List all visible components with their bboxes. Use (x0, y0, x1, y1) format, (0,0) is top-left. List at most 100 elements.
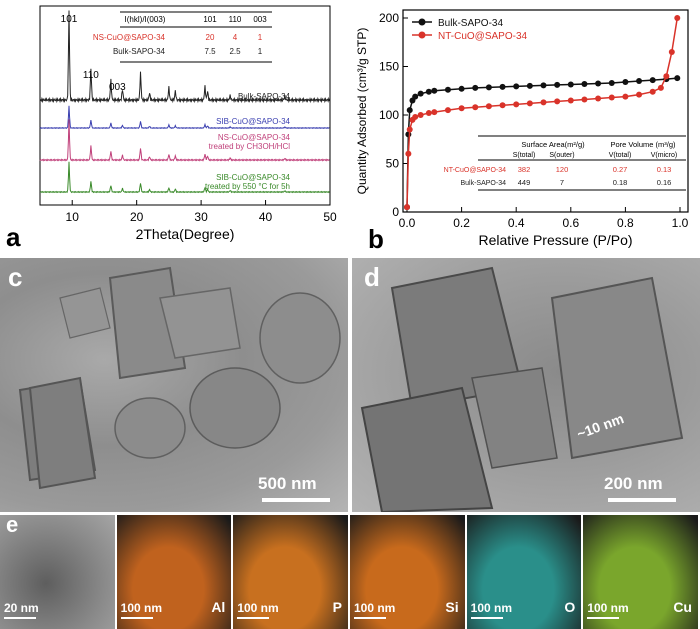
xrd-x-tick-label: 50 (323, 210, 337, 224)
isotherm-point (405, 150, 412, 157)
isotherm-table-cell: 7 (560, 178, 564, 187)
isotherm-y-tick-label: 0 (392, 205, 399, 219)
isotherm-table-cell: 0.13 (657, 165, 672, 174)
eds-map-scale-label: 100 nm (237, 601, 279, 615)
eds-map-scale-bar (470, 617, 503, 619)
isotherm-point (636, 78, 643, 85)
isotherm-point (406, 126, 413, 133)
isotherm-y-axis-label: Quantity Adsorbed (cm³/g STP) (355, 28, 369, 195)
isotherm-point (425, 110, 432, 117)
isotherm-point (540, 82, 547, 89)
isotherm-point (649, 77, 656, 84)
panel-label-d: d (364, 262, 380, 292)
eds-map-element-label: P (332, 599, 342, 615)
isotherm-point (636, 91, 643, 98)
isotherm-point (567, 81, 574, 88)
isotherm-legend-marker (418, 18, 426, 26)
xrd-table-cell: 1 (258, 33, 263, 42)
isotherm-table-header: S(outer) (549, 152, 574, 159)
isotherm-point (668, 48, 675, 55)
eds-map-scale-bar (237, 617, 270, 619)
isotherm-point (417, 90, 424, 97)
xrd-x-tick-label: 20 (130, 210, 144, 224)
xrd-table-header: 101 (203, 15, 217, 24)
eds-map-scale-bar (587, 617, 620, 619)
eds-map-scale-bar (120, 617, 153, 619)
xrd-table-cell: 1 (258, 47, 263, 56)
xrd-series-label: SIB-CuO@SAPO-34 (216, 173, 290, 182)
eds-map-scale-label: 20 nm (4, 601, 39, 615)
isotherm-point (595, 95, 602, 102)
isotherm-point (608, 94, 615, 101)
xrd-table-cell: 20 (206, 33, 215, 42)
xrd-panel: 10 20 30 40 50 2Theta(Degree) Bulk-SAPO-34 SIB-… (0, 0, 343, 250)
xrd-series-sublabel: treated by 550 °C for 5h (205, 182, 290, 191)
panel-label-e: e (6, 512, 19, 537)
isotherm-point (581, 96, 588, 103)
isotherm-point (595, 80, 602, 87)
isotherm-point (674, 15, 681, 21)
isotherm-table-cell: 382 (518, 165, 531, 174)
xrd-table-cell: 4 (233, 33, 238, 42)
tem-image-c: c 500 nm (0, 258, 348, 512)
eds-map-al: 100 nm Al (116, 515, 232, 629)
isotherm-point (540, 99, 547, 106)
eds-map-element-label: O (564, 599, 576, 615)
xrd-series-label: SIB-CuO@SAPO-34 (216, 117, 290, 126)
isotherm-table-group-header: Pore Volume (m³/g) (610, 140, 676, 149)
isotherm-point (513, 101, 520, 108)
xrd-table-row-name: NS-CuO@SAPO-34 (93, 33, 166, 42)
isotherm-point (458, 105, 465, 112)
isotherm-point (649, 88, 656, 95)
isotherm-table-cell: 120 (556, 165, 569, 174)
isotherm-legend-label: NT-CuO@SAPO-34 (438, 31, 528, 42)
xrd-table-header: 003 (253, 15, 267, 24)
eds-map-cu: 100 nm Cu (583, 515, 698, 629)
tem-image-d: d ~10 nm 200 nm (352, 258, 700, 512)
isotherm-point (526, 100, 533, 107)
isotherm-point (499, 83, 506, 90)
xrd-table-header: I(hkl)/I(003) (125, 15, 166, 24)
isotherm-y-tick-label: 50 (386, 157, 400, 171)
isotherm-x-tick-label: 0.2 (453, 216, 470, 230)
isotherm-legend-label: Bulk-SAPO-34 (438, 18, 503, 29)
isotherm-point (581, 80, 588, 87)
eds-map-element-label: Al (211, 599, 226, 615)
isotherm-point (425, 88, 432, 95)
isotherm-point (444, 107, 451, 114)
xrd-x-tick-label: 30 (194, 210, 208, 224)
tem-particles-d (360, 266, 684, 512)
isotherm-point (622, 93, 629, 100)
xrd-x-tick-label: 10 (66, 210, 80, 224)
isotherm-y-tick-label: 200 (379, 11, 399, 25)
panel-label-c: c (8, 262, 23, 292)
isotherm-point (622, 79, 629, 86)
eds-map-tem: 20 nm (0, 515, 115, 629)
xrd-table-cell: 2.5 (229, 47, 241, 56)
isotherm-point (608, 79, 615, 86)
isotherm-table-cell: 449 (518, 178, 531, 187)
xrd-chart: 10 20 30 40 50 2Theta(Degree) Bulk-SAPO-34 SIB-… (39, 5, 337, 242)
isotherm-table-group-header: Surface Area(m²/g) (521, 140, 585, 149)
isotherm-table-cell: 0.18 (613, 178, 628, 187)
isotherm-point (554, 81, 561, 88)
xrd-series-line (39, 10, 330, 104)
isotherm-point (485, 103, 492, 110)
scale-bar-c (262, 498, 330, 502)
isotherm-point (499, 102, 506, 109)
eds-map-o: 100 nm O (466, 515, 582, 629)
xrd-peak-label: 110 (83, 70, 99, 81)
isotherm-point (663, 73, 670, 80)
isotherm-x-axis-label: Relative Pressure (P/Po) (478, 232, 632, 248)
isotherm-table-row-name: NT-CuO@SAPO-34 (444, 167, 506, 174)
isotherm-point (458, 85, 465, 92)
isotherm-point (412, 93, 419, 100)
isotherm-point (417, 112, 424, 118)
isotherm-point (554, 98, 561, 105)
xrd-series-line (39, 105, 330, 130)
isotherm-y-tick-label: 150 (379, 60, 399, 74)
eds-map-scale-bar (354, 617, 386, 619)
isotherm-y-tick-label: 100 (379, 108, 399, 122)
scale-bar-label-d: 200 nm (604, 474, 663, 493)
xrd-series-sublabel: treated by CH3OH/HCl (209, 142, 291, 151)
